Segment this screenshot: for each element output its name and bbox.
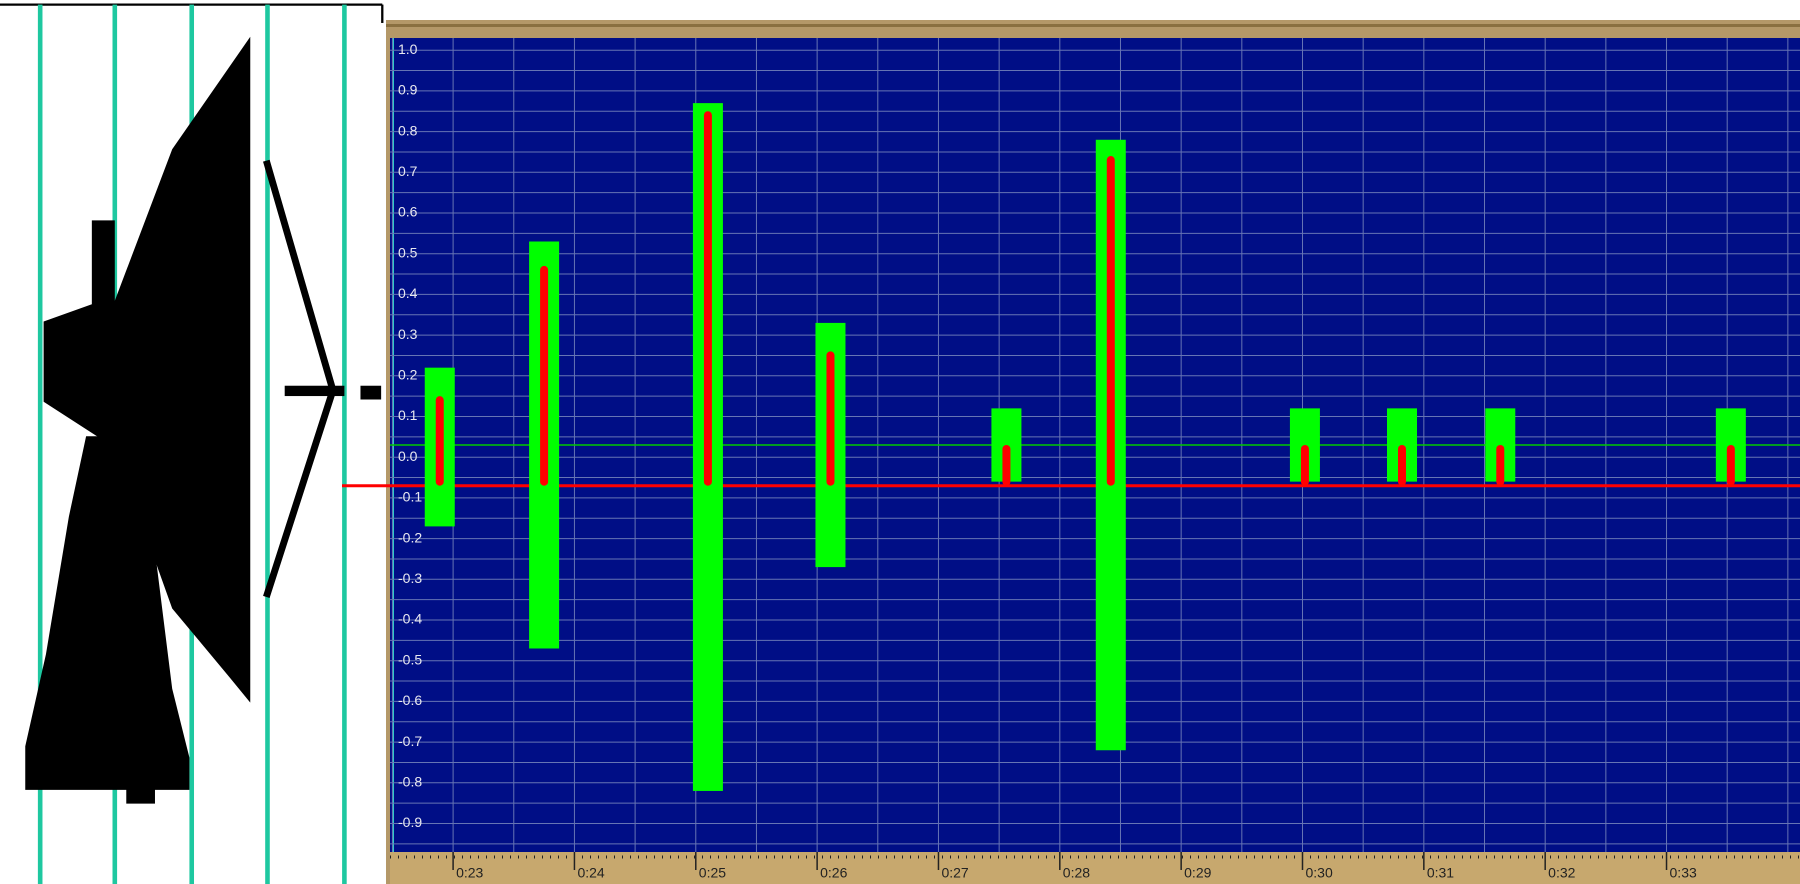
y-tick-label: 0.0 (398, 448, 418, 464)
y-tick-label: -0.1 (398, 489, 422, 505)
peak-bar (1398, 445, 1406, 486)
x-tick-label: 0:29 (1184, 865, 1211, 881)
y-tick-label: 0.6 (398, 204, 418, 220)
speaker-panel (0, 5, 382, 884)
y-tick-label: 0.8 (398, 122, 418, 138)
peak-bar (826, 351, 834, 485)
screen: 1.0 0.9 0.8 0.7 0.6 0.5 0.4 0.3 0.2 0.1 0.0 -0.1 -0.… (0, 0, 1800, 884)
peak-bar (540, 266, 548, 486)
y-tick-label: 0.3 (398, 326, 418, 342)
y-tick-label: -0.6 (398, 692, 422, 708)
x-tick-label: 0:26 (820, 865, 847, 881)
peak-bar (1002, 445, 1010, 486)
x-tick-label: 0:30 (1305, 865, 1332, 881)
y-tick-label: 0.5 (398, 244, 418, 260)
y-tick-label: 0.1 (398, 407, 418, 423)
y-tick-label: -0.3 (398, 570, 422, 586)
x-tick-label: 0:24 (577, 865, 604, 881)
peak-bar (436, 396, 444, 486)
peak-bar (704, 111, 712, 485)
y-tick-label: -0.9 (398, 814, 422, 830)
y-tick-label: -0.2 (398, 529, 422, 545)
peak-bar (1107, 156, 1115, 486)
y-tick-label: 0.7 (398, 163, 418, 179)
y-tick-label: -0.7 (398, 733, 422, 749)
x-tick-label: 0:32 (1548, 865, 1575, 881)
x-tick-label: 0:23 (456, 865, 483, 881)
y-tick-label: -0.5 (398, 651, 422, 667)
y-tick-label: 0.9 (398, 82, 418, 98)
x-tick-label: 0:33 (1670, 865, 1697, 881)
y-tick-label: -0.8 (398, 774, 422, 790)
peak-bar (1301, 445, 1309, 486)
x-tick-label: 0:28 (1063, 865, 1090, 881)
y-tick-label: 1.0 (398, 41, 418, 57)
peak-bar (1496, 445, 1504, 486)
x-tick-label: 0:31 (1427, 865, 1454, 881)
frame-line (386, 24, 1800, 27)
x-tick-label: 0:25 (699, 865, 726, 881)
peak-bar (1727, 445, 1735, 486)
y-tick-label: -0.4 (398, 611, 422, 627)
y-tick-label: 0.2 (398, 367, 418, 383)
y-tick-label: 0.4 (398, 285, 418, 301)
x-tick-label: 0:27 (941, 865, 968, 881)
